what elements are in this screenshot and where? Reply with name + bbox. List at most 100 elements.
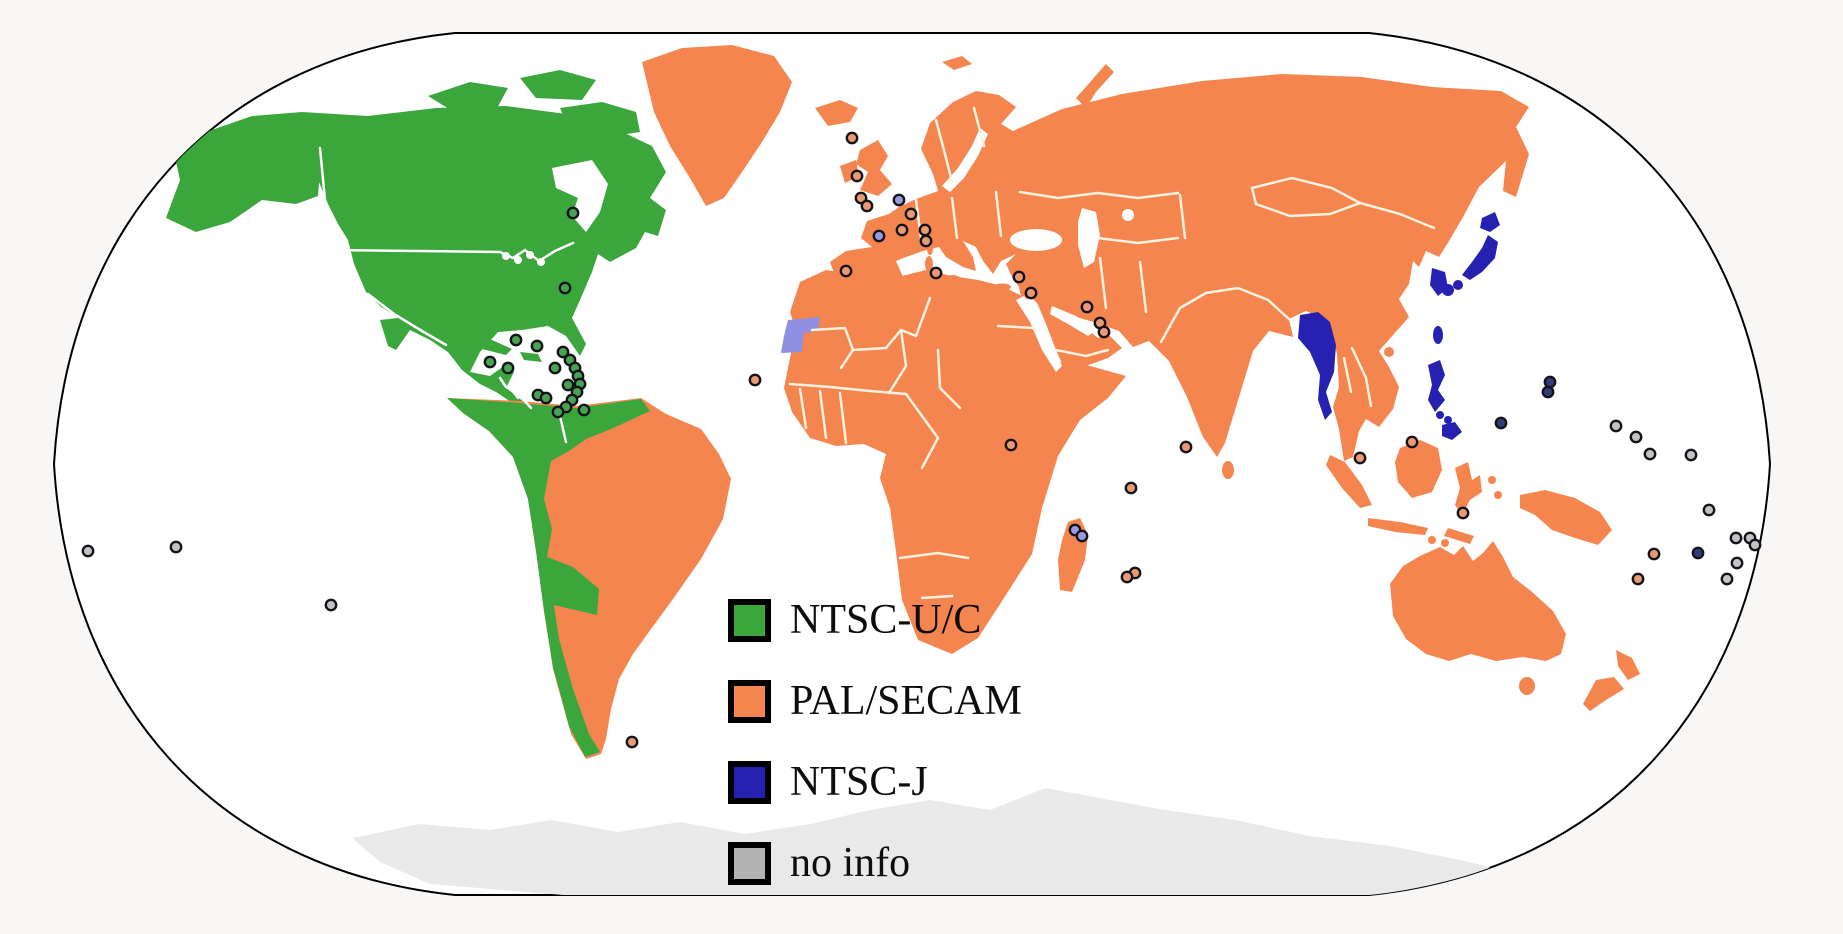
territory-dot-gray (324, 598, 338, 612)
legend-item-pal-secam: PAL/SECAM (728, 679, 1022, 723)
territory-dot-green (558, 281, 572, 295)
lesser-sunda-2 (1441, 539, 1449, 547)
territory-dot-orange (895, 223, 909, 237)
arctic-island-1 (428, 82, 508, 112)
territory-dot-gray (1684, 448, 1698, 462)
great-britain (856, 140, 892, 196)
territory-dot-lavender (892, 193, 906, 207)
territory-dot-green (566, 206, 580, 220)
territory-dot-orange (1631, 572, 1645, 586)
alaska-landmass (166, 112, 322, 232)
territory-dot-green (483, 355, 497, 369)
territory-dot-orange (929, 266, 943, 280)
africa-landmass (784, 270, 1126, 654)
south-america-east (447, 398, 731, 759)
territory-dot-orange (1004, 438, 1018, 452)
territory-dot-orange (748, 373, 762, 387)
timor (1444, 528, 1474, 544)
territory-dot-gray (1702, 503, 1716, 517)
territory-dot-orange (904, 207, 918, 221)
eurasia-landmass (830, 74, 1529, 461)
arctic-island-2 (520, 70, 596, 100)
caspian-sea (1078, 208, 1100, 268)
persian-gulf (1050, 306, 1096, 336)
dots-layer (81, 131, 1762, 749)
baffin-island (614, 140, 652, 168)
territory-dot-gray (1730, 556, 1744, 570)
black-sea (1010, 229, 1062, 251)
territory-dot-orange (839, 264, 853, 278)
territory-dot-orange (625, 735, 639, 749)
legend-swatch-ntsc-j (728, 760, 771, 804)
territory-dot-orange (1024, 286, 1038, 300)
legend-label-ntsc-uc: NTSC-U/C (790, 597, 982, 643)
territory-dot-gray (1720, 572, 1734, 586)
legend-swatch-pal-secam (728, 679, 771, 723)
territory-dot-orange (1405, 435, 1419, 449)
sulawesi (1455, 462, 1482, 515)
arctic-island-3 (560, 102, 640, 138)
legend-label-ntsc-j: NTSC-J (790, 759, 928, 805)
territory-dot-orange (1179, 440, 1193, 454)
legend-swatch-no-info (728, 841, 771, 885)
moluccas-1 (1488, 476, 1496, 484)
hispaniola (520, 352, 542, 362)
territory-dot-green (509, 333, 523, 347)
territory-dot-orange (1097, 325, 1111, 339)
territory-dot-orange (1647, 547, 1661, 561)
new-zealand-south (1583, 677, 1624, 711)
sri-lanka (1222, 461, 1234, 479)
new-guinea (1520, 490, 1612, 545)
territory-dot-orange (845, 131, 859, 145)
sicily (945, 275, 961, 285)
novaya-zemlya (1076, 64, 1114, 108)
legend-label-pal-secam: PAL/SECAM (790, 678, 1022, 724)
territory-dot-orange (1080, 300, 1094, 314)
japan-shikoku (1453, 280, 1463, 290)
taiwan (1433, 326, 1443, 344)
sumatra (1326, 455, 1372, 508)
territory-dot-green (539, 391, 553, 405)
territory-dot-green (548, 361, 562, 375)
territory-dot-navy (1691, 546, 1705, 560)
territory-dot-green (551, 405, 565, 419)
great-lake-2 (514, 256, 522, 264)
territory-dot-orange (860, 199, 874, 213)
territory-dot-green (577, 403, 591, 417)
territory-dot-lavender (1075, 529, 1089, 543)
territory-dot-green (501, 361, 515, 375)
philippines-visayas-1 (1436, 411, 1444, 419)
territory-dot-lavender (872, 229, 886, 243)
territory-dot-orange (1012, 270, 1026, 284)
borneo (1395, 440, 1442, 498)
territory-dot-orange (850, 169, 864, 183)
philippines-luzon (1428, 360, 1445, 412)
crete (993, 283, 1011, 291)
legend: NTSC-U/C PAL/SECAM NTSC-J no info (728, 598, 1022, 885)
australia-landmass (1390, 541, 1566, 661)
japan-hokkaido (1480, 212, 1500, 232)
red-sea (1016, 296, 1062, 372)
territory-dot-navy (1543, 375, 1557, 389)
aral-sea (1122, 209, 1134, 221)
territory-dot-orange (1456, 506, 1470, 520)
cuba (462, 336, 512, 355)
myanmar (1298, 312, 1336, 420)
borders-americas (318, 146, 575, 444)
territory-dot-gray (1643, 447, 1657, 461)
lesser-sunda-1 (1428, 536, 1436, 544)
hainan (1384, 347, 1394, 357)
moluccas-2 (1494, 491, 1502, 499)
hudson-bay (552, 160, 608, 232)
territory-dot-gray (1609, 419, 1623, 433)
territory-dot-gray (1729, 531, 1743, 545)
philippines-mindanao (1442, 422, 1462, 440)
philippines-visayas-2 (1444, 416, 1452, 424)
territory-dot-orange (918, 223, 932, 237)
antarctica-landmass (352, 788, 1520, 895)
territory-dot-green (556, 345, 570, 359)
territory-dot-orange (1120, 570, 1134, 584)
territory-dot-gray (1629, 430, 1643, 444)
